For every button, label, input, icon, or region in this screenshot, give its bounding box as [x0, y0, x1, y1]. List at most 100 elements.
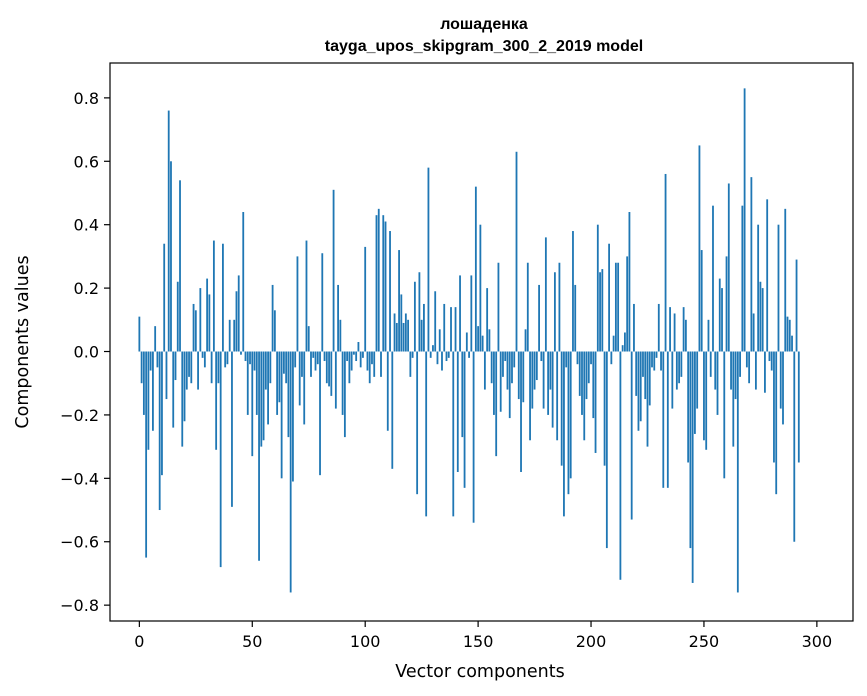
bar-81: [321, 253, 324, 352]
bar-281: [773, 351, 775, 463]
bar-215: [624, 332, 626, 352]
bar-148: [472, 351, 475, 523]
bar-100: [364, 246, 367, 352]
bar-158: [495, 351, 498, 457]
bar-108: [382, 215, 385, 352]
bar-204: [599, 272, 601, 352]
bar-54: [260, 351, 263, 447]
bar-146: [468, 351, 470, 358]
bar-136: [445, 351, 448, 362]
bar-135: [443, 303, 446, 352]
bar-257: [718, 278, 721, 352]
bar-203: [596, 224, 599, 352]
bar-103: [371, 351, 373, 365]
bar-6: [152, 351, 154, 431]
bar-95: [353, 351, 355, 355]
bar-231: [660, 351, 662, 371]
bar-286: [784, 208, 787, 352]
bar-261: [727, 183, 730, 352]
bar-31: [208, 294, 211, 352]
bar-69: [294, 351, 297, 368]
bar-186: [558, 262, 561, 352]
bar-52: [255, 351, 258, 415]
y-tick-label: 0.2: [74, 279, 99, 298]
chart-subtitle: tayga_upos_skipgram_300_2_2019 model: [325, 38, 643, 55]
bar-288: [788, 319, 791, 352]
bar-80: [319, 351, 321, 476]
bar-250: [703, 351, 705, 441]
bar-208: [608, 243, 610, 352]
plot-frame: [109, 62, 854, 622]
bar-124: [418, 272, 421, 352]
bar-249: [700, 250, 703, 352]
bar-207: [605, 351, 608, 549]
bar-72: [301, 351, 303, 377]
bar-58: [269, 351, 272, 384]
bar-270: [748, 351, 751, 384]
bar-96: [355, 351, 358, 362]
bar-82: [323, 351, 326, 362]
bar-51: [253, 351, 256, 371]
bar-26: [197, 351, 199, 390]
bar-151: [479, 224, 482, 352]
bar-276: [761, 288, 764, 352]
bar-16: [174, 351, 177, 381]
y-tick-label: 0.8: [74, 89, 99, 108]
bar-156: [490, 351, 493, 384]
bar-245: [691, 351, 694, 583]
bar-15: [172, 351, 175, 428]
bar-259: [723, 351, 726, 479]
bar-290: [793, 351, 796, 542]
bar-61: [276, 351, 279, 415]
bar-260: [725, 256, 728, 352]
bar-237: [673, 313, 676, 352]
bar-165: [511, 351, 513, 384]
bar-60: [273, 310, 276, 352]
bar-230: [657, 303, 660, 352]
bar-226: [648, 351, 651, 406]
bar-142: [459, 275, 461, 352]
bar-196: [581, 351, 583, 415]
bar-160: [499, 351, 502, 412]
bar-169: [520, 351, 522, 472]
bar-269: [745, 351, 748, 368]
bar-29: [203, 351, 206, 368]
bar-71: [298, 351, 301, 406]
bar-126: [423, 303, 425, 352]
bar-3: [145, 351, 148, 558]
bar-289: [791, 335, 793, 352]
bar-190: [567, 351, 570, 495]
bar-172: [526, 262, 529, 352]
bar-240: [680, 351, 683, 377]
bar-97: [357, 342, 360, 352]
bar-46: [242, 212, 245, 352]
bar-187: [560, 351, 563, 466]
bar-264: [734, 351, 737, 400]
bar-213: [619, 351, 622, 580]
bar-216: [626, 256, 629, 352]
bar-205: [601, 269, 604, 352]
bar-256: [716, 351, 719, 415]
bar-70: [296, 256, 299, 352]
bar-24: [192, 303, 195, 352]
bar-217: [628, 212, 631, 352]
bar-8: [156, 351, 159, 368]
bar-45: [240, 351, 242, 355]
bar-118: [404, 313, 407, 352]
bar-262: [730, 351, 732, 390]
bar-2: [142, 351, 145, 415]
bar-220: [635, 351, 638, 396]
bar-119: [407, 319, 410, 352]
bar-254: [712, 205, 714, 352]
bar-94: [350, 351, 353, 371]
bar-188: [563, 351, 565, 517]
bar-244: [689, 351, 692, 549]
bar-17: [176, 281, 179, 352]
bar-110: [386, 351, 389, 431]
bar-40: [228, 319, 231, 352]
bar-123: [416, 351, 419, 495]
bar-127: [425, 351, 428, 517]
bar-263: [732, 351, 735, 447]
bar-246: [694, 351, 696, 434]
